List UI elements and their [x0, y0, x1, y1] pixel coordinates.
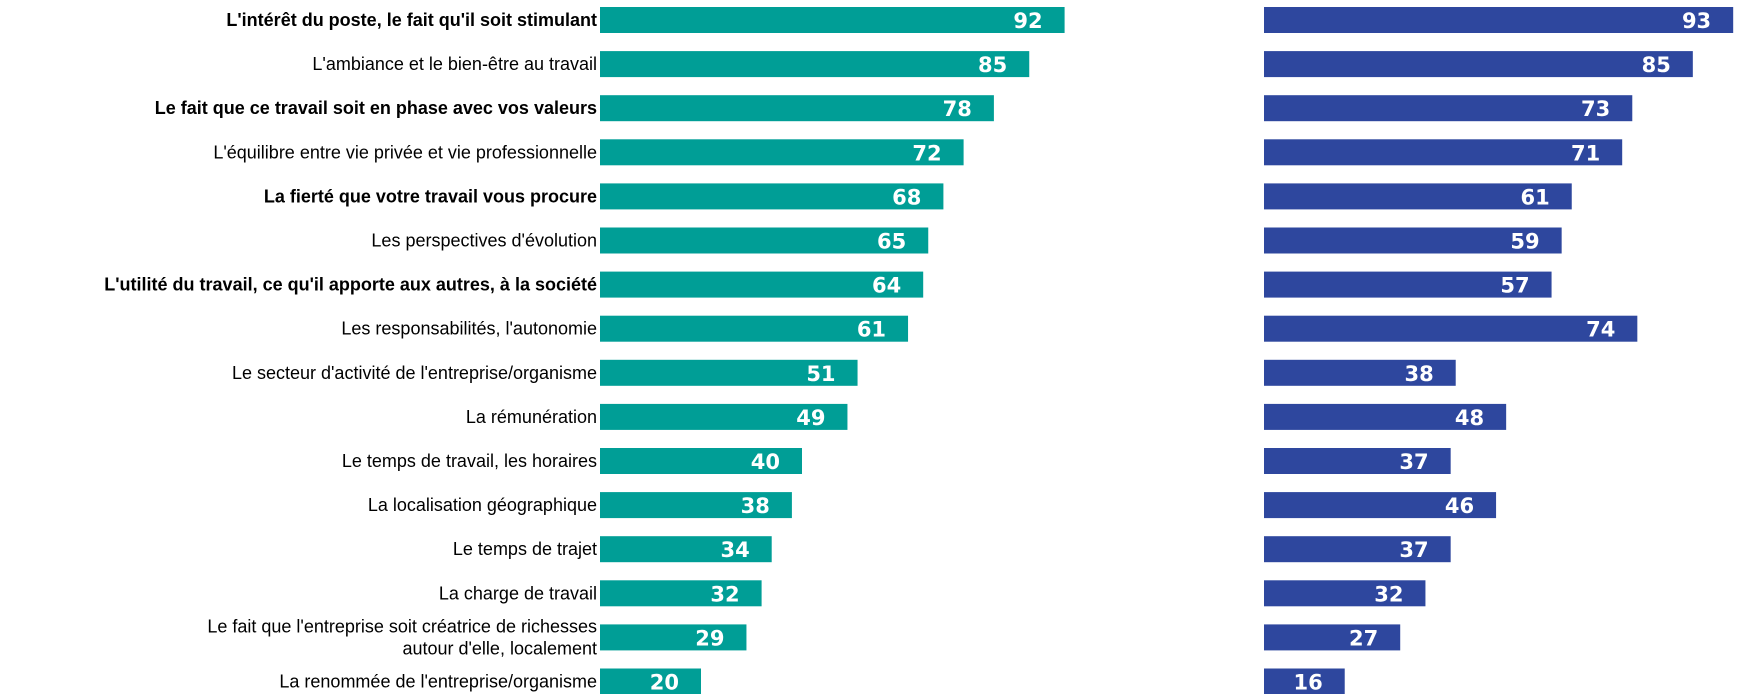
- data-label: 74: [1586, 318, 1615, 342]
- data-label: 37: [1399, 538, 1428, 562]
- data-label: 64: [872, 274, 901, 298]
- category-label: Le temps de travail, les horaires: [342, 451, 597, 471]
- data-label: 61: [857, 318, 886, 342]
- category-label: L'ambiance et le bien-être au travail: [312, 54, 597, 74]
- category-label: La charge de travail: [439, 583, 597, 603]
- category-label: La fierté que votre travail vous procure: [264, 186, 597, 206]
- category-label: Le fait que ce travail soit en phase ave…: [155, 98, 597, 118]
- bar: [600, 7, 1065, 33]
- data-label: 38: [741, 494, 770, 518]
- data-label: 65: [877, 230, 906, 254]
- data-label: 57: [1500, 274, 1529, 298]
- bar: [600, 624, 746, 650]
- category-label: Les perspectives d'évolution: [371, 231, 597, 251]
- category-label: Le fait que l'entreprise soit créatrice …: [207, 616, 597, 636]
- bar: [1264, 316, 1637, 342]
- category-label: L'équilibre entre vie privée et vie prof…: [213, 142, 597, 162]
- category-label: Les responsabilités, l'autonomie: [341, 319, 597, 339]
- data-label: 38: [1404, 362, 1433, 386]
- data-label: 48: [1455, 406, 1484, 430]
- bar: [1264, 7, 1733, 33]
- data-label: 61: [1521, 185, 1550, 209]
- data-label: 85: [978, 53, 1007, 77]
- category-label: La rémunération: [466, 407, 597, 427]
- data-label: 37: [1399, 450, 1428, 474]
- data-label: 49: [796, 406, 825, 430]
- data-label: 27: [1349, 626, 1378, 650]
- bar: [1264, 95, 1632, 121]
- data-label: 32: [710, 582, 739, 606]
- bar: [600, 139, 964, 165]
- data-label: 73: [1581, 97, 1610, 121]
- data-label: 40: [751, 450, 780, 474]
- data-label: 71: [1571, 141, 1600, 165]
- right-series-panel: 93 85 73 71 61 59 57 74 38 48 37 46 37 32 27 16: [1264, 7, 1733, 694]
- data-label: 20: [650, 671, 679, 694]
- data-label: 93: [1682, 9, 1711, 33]
- data-label: 29: [695, 626, 724, 650]
- data-label: 78: [943, 97, 972, 121]
- category-label: L'intérêt du poste, le fait qu'il soit s…: [226, 10, 597, 30]
- bar: [1264, 624, 1400, 650]
- data-label: 51: [806, 362, 835, 386]
- data-label: 92: [1013, 9, 1042, 33]
- data-label: 85: [1642, 53, 1671, 77]
- bar: [1264, 139, 1622, 165]
- bar: [600, 51, 1029, 77]
- data-label: 59: [1510, 230, 1539, 254]
- category-label: La renommée de l'entreprise/organisme: [279, 672, 597, 692]
- category-labels: L'intérêt du poste, le fait qu'il soit s…: [104, 10, 597, 692]
- category-label: autour d'elle, localement: [402, 638, 597, 658]
- data-label: 32: [1374, 582, 1403, 606]
- category-label: La localisation géographique: [368, 495, 597, 515]
- data-label: 68: [892, 185, 921, 209]
- bar: [600, 95, 994, 121]
- data-label: 46: [1445, 494, 1474, 518]
- bar: [1264, 51, 1693, 77]
- category-label: L'utilité du travail, ce qu'il apporte a…: [104, 275, 597, 295]
- category-label: Le temps de trajet: [453, 539, 597, 559]
- data-label: 16: [1293, 671, 1322, 694]
- category-label: Le secteur d'activité de l'entreprise/or…: [232, 363, 597, 383]
- data-label: 34: [720, 538, 749, 562]
- data-label: 72: [912, 141, 941, 165]
